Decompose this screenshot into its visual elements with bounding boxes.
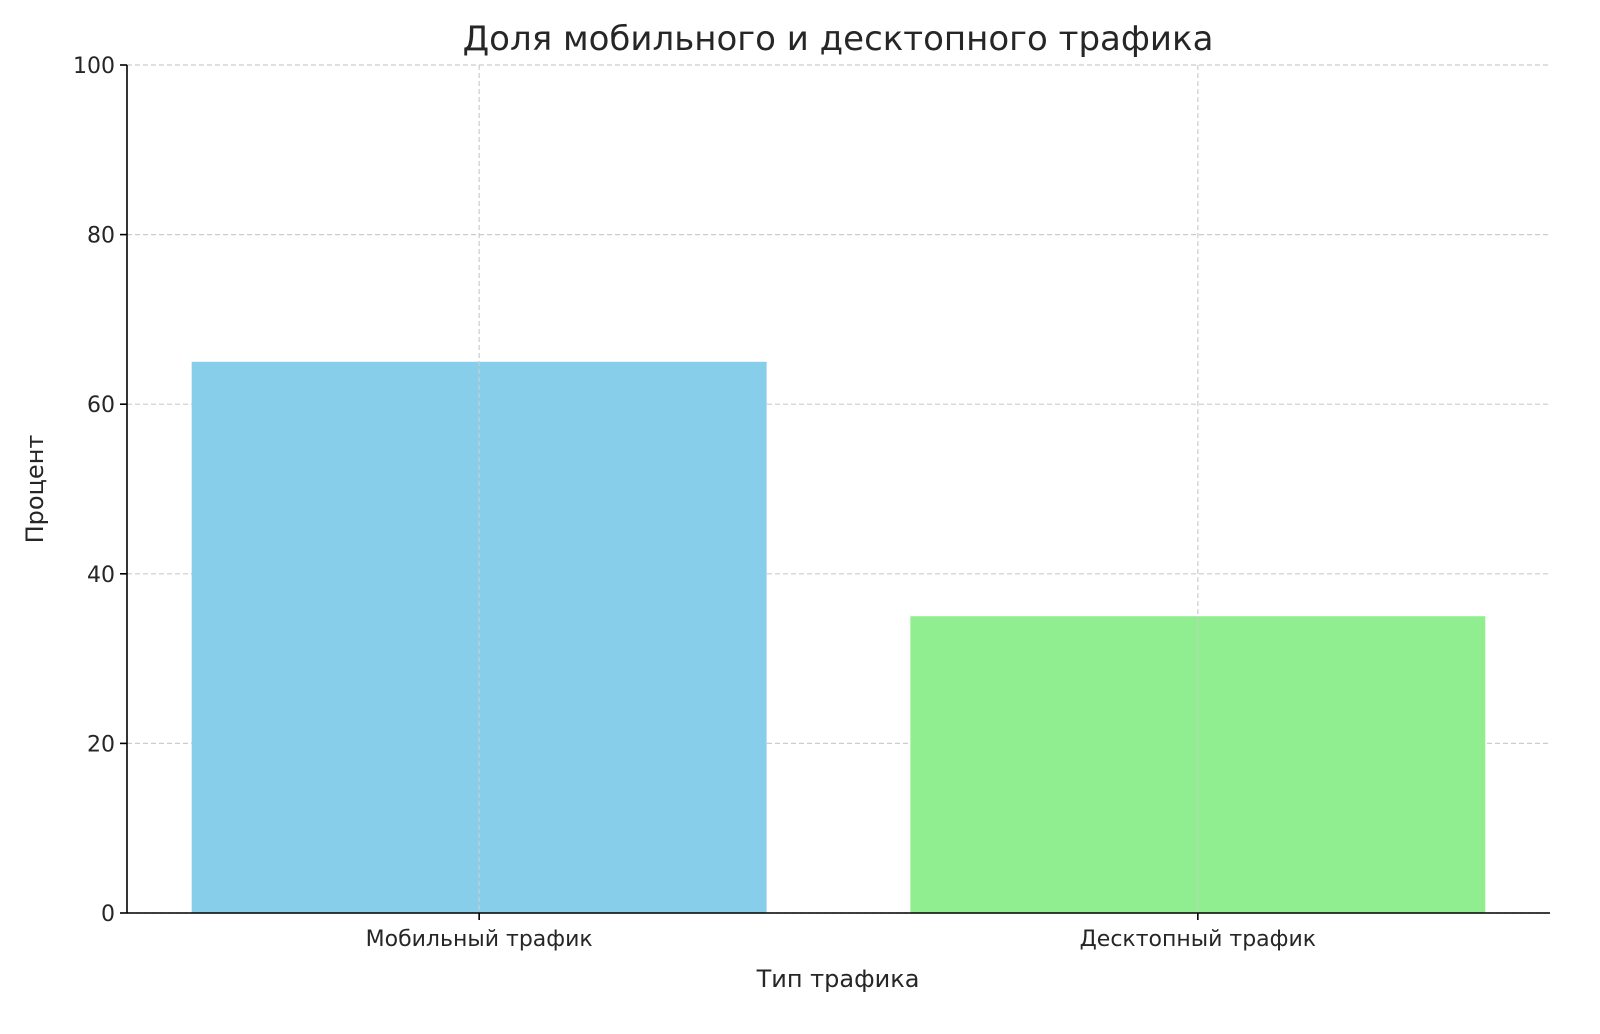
bars xyxy=(191,65,1486,913)
y-tick-label: 20 xyxy=(87,732,115,757)
axes: 0 20 40 60 80 100 Мобильный трафик Десктопный т… xyxy=(73,54,1550,952)
x-tick-label: Десктопный трафик xyxy=(1080,927,1316,952)
y-tick-label: 100 xyxy=(73,54,115,79)
y-tick-label: 0 xyxy=(101,902,115,927)
y-tick-label: 80 xyxy=(87,224,115,249)
y-tick-label: 40 xyxy=(87,563,115,588)
chart-title: Доля мобильного и десктопного трафика xyxy=(463,19,1214,59)
x-axis-label: Тип трафика xyxy=(756,965,920,993)
y-axis-label: Процент xyxy=(21,435,49,544)
x-tick-label: Мобильный трафик xyxy=(366,927,593,952)
y-tick-label: 60 xyxy=(87,393,115,418)
